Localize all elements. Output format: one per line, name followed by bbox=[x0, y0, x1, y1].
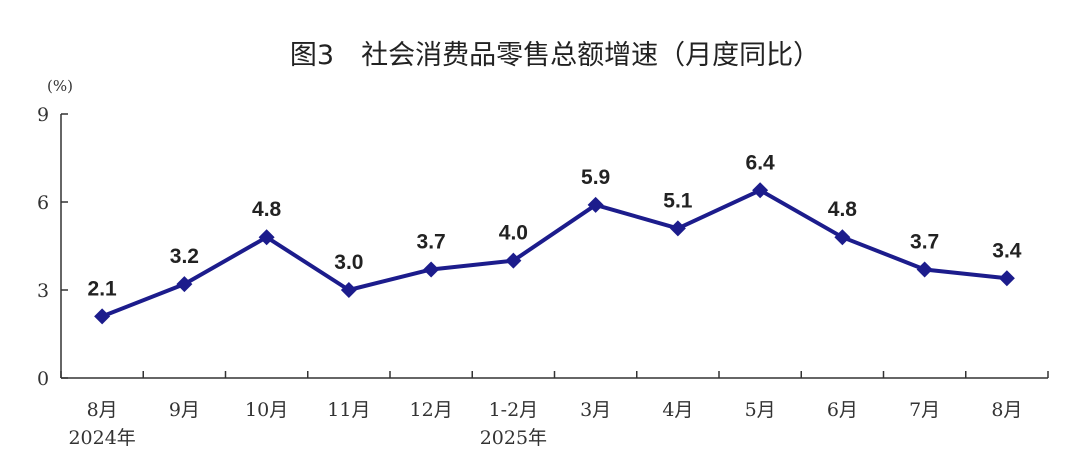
x-tick-label: 9月 bbox=[169, 399, 200, 421]
x-tick-label: 8月 bbox=[991, 399, 1022, 421]
data-point-marker bbox=[587, 196, 604, 213]
y-tick-label: 3 bbox=[37, 280, 49, 302]
y-tick-label: 9 bbox=[37, 104, 49, 126]
series-line bbox=[101, 188, 1008, 319]
data-label: 4.8 bbox=[252, 198, 282, 221]
data-label: 5.1 bbox=[663, 189, 693, 212]
data-label: 4.0 bbox=[499, 222, 528, 245]
x-tick-label: 10月 bbox=[245, 399, 288, 421]
x-tick-label: 11月 bbox=[327, 399, 370, 421]
data-point-marker bbox=[340, 282, 357, 298]
data-point-marker bbox=[752, 182, 769, 199]
data-point-marker bbox=[669, 220, 686, 237]
data-point-marker bbox=[505, 252, 522, 269]
data-label: 3.4 bbox=[992, 239, 1022, 262]
axes bbox=[60, 114, 1048, 379]
data-markers bbox=[94, 182, 1015, 325]
data-label: 3.2 bbox=[170, 245, 199, 268]
data-point-marker bbox=[94, 308, 111, 325]
data-label: 4.8 bbox=[828, 198, 858, 221]
x-tick-label: 6月 bbox=[827, 399, 858, 421]
y-axis-ticks: 0 3 6 9 bbox=[37, 104, 68, 390]
x-year-label: 2024年 bbox=[68, 427, 135, 449]
y-tick-label: 0 bbox=[37, 368, 49, 390]
data-label: 2.1 bbox=[88, 277, 118, 300]
y-axis-unit: (%) bbox=[47, 77, 73, 95]
data-point-marker bbox=[998, 270, 1015, 287]
x-tick-label: 5月 bbox=[745, 399, 776, 421]
x-year-label: 2025年 bbox=[480, 427, 547, 449]
x-axis-ticks: 8月 9月 10月 11月 12月 1-2月 3月 4月 5月 6月 7月 8月 2024年 2025年 bbox=[60, 371, 1049, 449]
data-point-marker bbox=[834, 229, 851, 246]
x-tick-label: 4月 bbox=[662, 399, 693, 421]
x-tick-label: 7月 bbox=[909, 399, 940, 421]
data-label: 3.0 bbox=[334, 251, 363, 274]
y-tick-label: 6 bbox=[37, 192, 49, 214]
data-labels: 2.1 3.2 4.8 3.0 3.7 4.0 5.9 5.1 6.4 4.8 3.7 3.4 bbox=[88, 151, 1022, 300]
chart-title: 图3 社会消费品零售总额增速（月度同比） bbox=[290, 40, 820, 71]
data-point-marker bbox=[916, 261, 933, 278]
data-label: 6.4 bbox=[746, 151, 776, 174]
data-label: 3.7 bbox=[417, 230, 446, 253]
x-tick-label: 3月 bbox=[580, 399, 611, 421]
series-line-group bbox=[101, 188, 1008, 319]
data-point-marker bbox=[176, 276, 193, 293]
x-tick-label: 12月 bbox=[410, 399, 453, 421]
data-label: 5.9 bbox=[581, 166, 610, 189]
x-tick-label: 1-2月 bbox=[489, 399, 539, 421]
data-label: 3.7 bbox=[910, 230, 939, 253]
data-point-marker bbox=[423, 261, 440, 278]
x-tick-label: 8月 bbox=[87, 399, 118, 421]
data-point-marker bbox=[258, 229, 275, 246]
